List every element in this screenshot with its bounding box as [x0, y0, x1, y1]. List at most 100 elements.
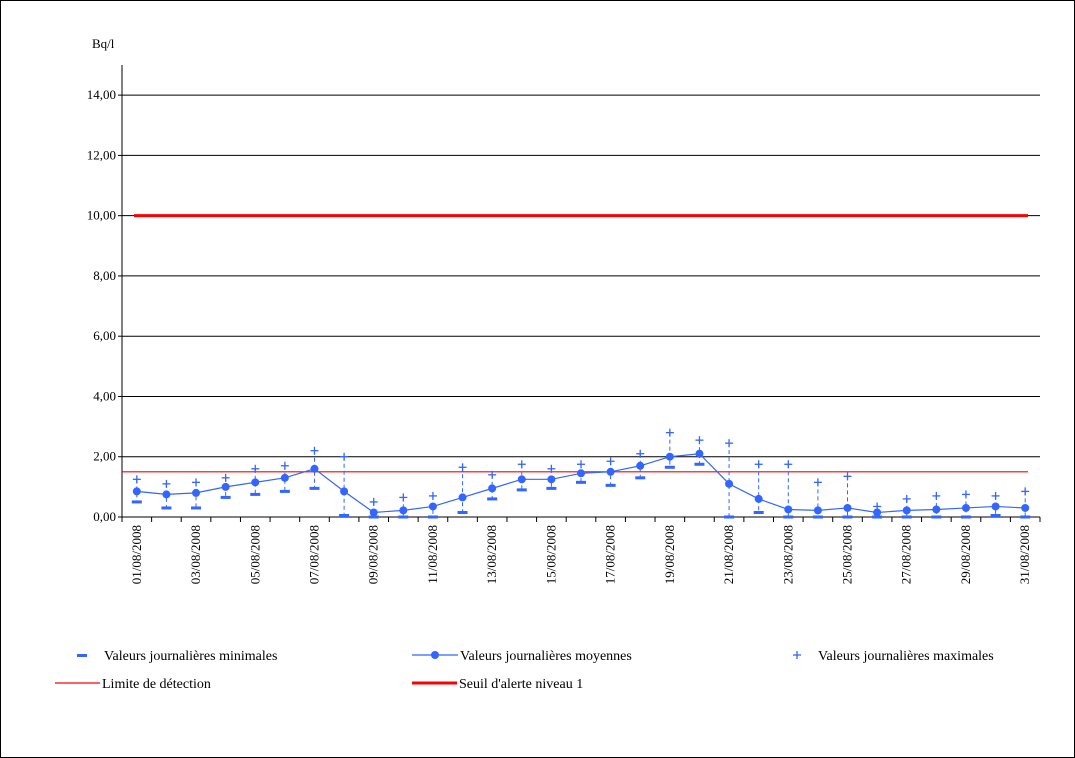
avg-marker — [636, 461, 645, 470]
min-marker — [724, 515, 735, 519]
min-marker — [872, 515, 883, 519]
avg-marker — [932, 505, 941, 514]
x-tick-label: 23/08/2008 — [780, 525, 795, 584]
avg-marker — [517, 475, 526, 484]
avg-marker — [873, 508, 882, 517]
avg-marker — [961, 503, 970, 512]
max-marker — [340, 452, 349, 461]
x-tick-label: 11/08/2008 — [425, 525, 440, 584]
min-marker — [487, 497, 498, 501]
min-marker — [960, 515, 971, 519]
x-tick-label: 01/08/2008 — [129, 525, 144, 584]
avg-marker — [813, 506, 822, 515]
avg-marker — [399, 506, 408, 515]
y-tick-label: 10,00 — [87, 208, 116, 223]
max-marker — [310, 446, 319, 455]
avg-marker — [221, 482, 230, 491]
legend-symbol-min — [77, 654, 87, 657]
max-marker — [932, 491, 941, 500]
x-tick-label: 09/08/2008 — [366, 525, 381, 584]
avg-marker — [695, 449, 704, 458]
max-marker — [636, 449, 645, 458]
avg-marker — [991, 502, 1000, 511]
min-marker — [605, 483, 616, 487]
min-marker — [398, 515, 409, 519]
min-marker — [368, 515, 379, 519]
x-tick-label: 29/08/2008 — [958, 525, 973, 584]
x-tick-labels: 01/08/2008 03/08/2008 05/08/2008 07/08/2008… — [129, 525, 1032, 584]
legend-label-avg: Valeurs journalières moyennes — [460, 649, 632, 664]
min-marker — [931, 515, 942, 519]
avg-marker — [665, 452, 674, 461]
max-marker — [902, 494, 911, 503]
avg-marker — [488, 484, 497, 493]
x-tick-label: 19/08/2008 — [662, 525, 677, 584]
min-marker — [812, 515, 823, 519]
max-marker — [399, 493, 408, 502]
min-marker — [279, 489, 290, 493]
min-marker — [635, 476, 646, 480]
max-marker — [991, 491, 1000, 500]
y-tick-label: 8,00 — [93, 268, 116, 283]
max-marker — [754, 460, 763, 469]
avg-marker — [132, 487, 141, 496]
x-tick-label: 15/08/2008 — [543, 525, 558, 584]
avg-marker — [192, 488, 201, 497]
min-marker — [576, 480, 586, 484]
max-marker — [488, 470, 497, 479]
max-marker — [606, 457, 615, 466]
min-marker — [842, 515, 853, 519]
legend-symbol-avg-dot — [431, 651, 439, 659]
max-marker — [1021, 487, 1030, 496]
x-tick-label: 17/08/2008 — [603, 525, 618, 584]
max-marker — [162, 479, 171, 488]
min-marker — [339, 513, 350, 517]
min-marker — [664, 465, 675, 469]
x-tick-label: 27/08/2008 — [899, 525, 914, 584]
min-marker — [161, 506, 172, 510]
max-marker — [961, 490, 970, 499]
x-tick-label: 03/08/2008 — [188, 525, 203, 584]
max-marker — [369, 497, 378, 506]
avg-marker — [458, 493, 467, 502]
max-marker — [132, 475, 141, 484]
x-tick-label: 13/08/2008 — [484, 525, 499, 584]
min-marker — [516, 488, 527, 492]
data-series — [131, 428, 1031, 519]
min-marker — [457, 510, 468, 514]
avg-marker — [843, 503, 852, 512]
max-marker — [547, 464, 556, 473]
legend-label-max: Valeurs journalières maximales — [818, 649, 994, 664]
y-tick-label: 12,00 — [87, 147, 116, 162]
max-marker — [843, 472, 852, 481]
max-marker — [695, 436, 704, 445]
axes — [118, 65, 1041, 522]
min-marker — [901, 515, 912, 519]
max-marker — [192, 478, 201, 487]
reference-lines — [122, 214, 1028, 473]
max-marker — [784, 460, 793, 469]
min-marker — [309, 486, 320, 490]
y-tick-label: 6,00 — [93, 328, 116, 343]
min-marker — [694, 462, 705, 466]
legend: Valeurs journalières minimales Valeurs jo… — [55, 649, 994, 692]
max-marker — [725, 439, 734, 448]
avg-marker — [606, 467, 615, 476]
avg-marker — [369, 508, 378, 517]
max-marker — [221, 473, 230, 482]
x-tick-label: 21/08/2008 — [721, 525, 736, 584]
avg-marker — [310, 464, 319, 473]
max-marker — [251, 464, 260, 473]
min-marker — [546, 486, 557, 490]
legend-symbol-max — [793, 651, 801, 659]
max-marker — [280, 461, 289, 470]
avg-marker — [784, 505, 793, 514]
min-marker — [220, 495, 231, 499]
avg-marker — [340, 487, 349, 496]
avg-marker — [162, 490, 171, 499]
y-tick-label: 4,00 — [93, 388, 116, 403]
min-marker — [1020, 515, 1031, 519]
